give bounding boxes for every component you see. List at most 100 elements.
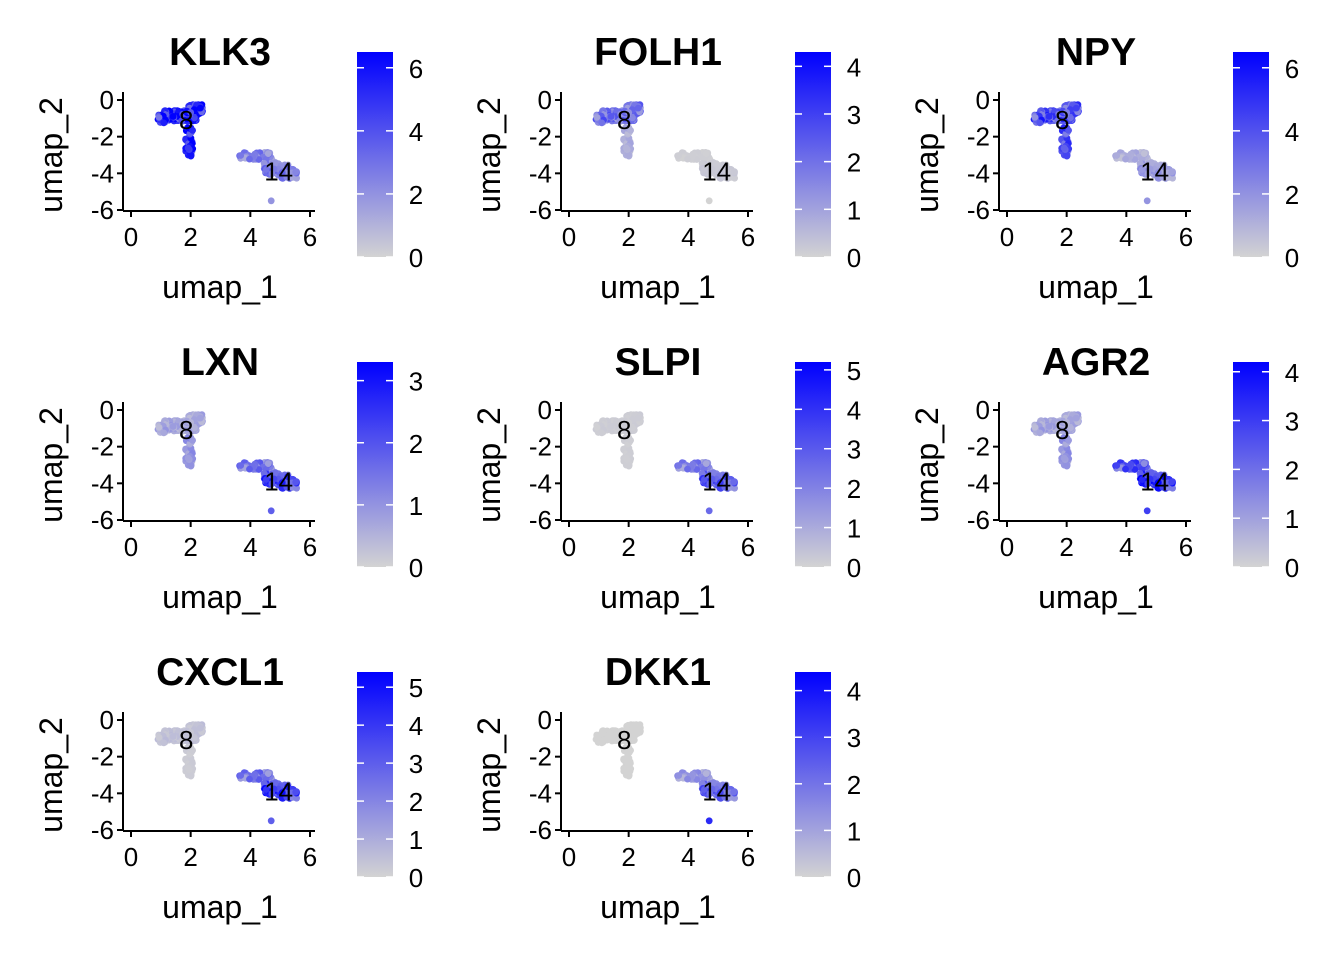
cell-point <box>730 168 738 176</box>
cell-point <box>184 144 192 152</box>
chart-svg: CXCL1 0 2 4 6 0 -2 -4 -6 umap_1 umap_2 8 14 0 1 2 3 4 5 <box>33 651 423 925</box>
cell-point <box>178 427 186 435</box>
colorbar-tick-label: 0 <box>847 863 861 893</box>
y-tick-label: -6 <box>967 195 990 225</box>
cell-point <box>196 414 204 422</box>
colorbar-tick-label: 2 <box>409 180 423 210</box>
cell-point <box>616 117 624 125</box>
cell-point <box>1169 484 1176 492</box>
cell-point <box>1063 109 1071 116</box>
cell-point <box>1140 150 1148 158</box>
cell-point <box>705 197 713 205</box>
cell-point <box>1031 114 1039 121</box>
cell-point <box>187 419 195 426</box>
cluster-label: 14 <box>702 157 731 187</box>
cell-point <box>292 168 300 176</box>
cluster-label: 8 <box>617 105 631 135</box>
cell-point <box>293 484 300 492</box>
cell-point <box>283 793 291 801</box>
colorbar-tick-label: 2 <box>1285 455 1299 485</box>
y-tick-label: -4 <box>967 158 990 188</box>
cell-point <box>189 437 197 444</box>
cell-point <box>675 152 683 159</box>
x-tick-label: 6 <box>1179 222 1193 252</box>
cell-point <box>169 733 177 740</box>
scatter-points <box>592 411 738 515</box>
x-tick-label: 6 <box>741 842 755 872</box>
colorbar <box>1233 52 1269 257</box>
y-tick-label: -2 <box>91 742 114 772</box>
cell-point <box>1072 104 1080 112</box>
colorbar-tick-label: 3 <box>847 100 861 130</box>
cell-point <box>1140 460 1148 467</box>
colorbar-tick-label: 1 <box>409 825 423 855</box>
cell-point <box>1159 483 1167 491</box>
colorbar-tick-label: 0 <box>1285 553 1299 583</box>
cell-point <box>598 739 606 747</box>
x-tick-label: 2 <box>1059 222 1073 252</box>
colorbar-tick-label: 2 <box>409 787 423 817</box>
colorbar <box>795 672 831 877</box>
chart-svg: SLPI 0 2 4 6 0 -2 -4 -6 umap_1 umap_2 8 14 0 1 2 3 4 5 <box>471 341 861 615</box>
cell-point <box>196 104 204 112</box>
cluster-label: 14 <box>1140 467 1169 497</box>
cell-point <box>730 788 738 796</box>
colorbar-tick-label: 0 <box>847 553 861 583</box>
cell-point <box>675 772 683 779</box>
colorbar <box>795 362 831 567</box>
cluster-label: 8 <box>1055 415 1069 445</box>
x-axis-label: umap_1 <box>162 269 278 305</box>
chart-title: FOLH1 <box>594 31 722 74</box>
chart-title: KLK3 <box>169 31 271 74</box>
cell-point <box>264 150 272 158</box>
cell-point <box>160 429 168 437</box>
colorbar-tick-label: 1 <box>847 816 861 846</box>
cell-point <box>262 786 270 793</box>
cell-point <box>271 779 279 787</box>
chart-title: SLPI <box>615 341 702 384</box>
cell-point <box>293 174 300 182</box>
cell-point <box>622 764 630 772</box>
cell-point <box>716 479 724 487</box>
x-tick-label: 4 <box>243 222 257 252</box>
cell-point <box>1136 159 1144 167</box>
y-tick-label: -4 <box>529 158 552 188</box>
x-tick-label: 4 <box>243 842 257 872</box>
x-tick-label: 2 <box>621 222 635 252</box>
colorbar-tick-label: 4 <box>409 117 423 147</box>
cell-point <box>187 109 195 116</box>
cell-point <box>1113 462 1121 469</box>
cell-point <box>709 159 717 167</box>
cell-point <box>730 478 738 486</box>
y-tick-label: -2 <box>967 122 990 152</box>
cell-point <box>1154 174 1162 182</box>
y-axis-label: umap_2 <box>909 407 945 523</box>
panel-lxn: LXN 0 2 4 6 0 -2 -4 -6 umap_1 umap_2 8 14 0 1 2 3 <box>0 310 440 620</box>
chart-title: DKK1 <box>605 651 711 694</box>
cell-point <box>246 775 253 783</box>
x-tick-label: 6 <box>303 532 317 562</box>
cell-point <box>292 478 300 486</box>
cell-point <box>1154 169 1162 177</box>
x-tick-label: 0 <box>124 532 138 562</box>
cell-point <box>593 424 601 431</box>
y-tick-label: 0 <box>100 85 114 115</box>
y-tick-label: -4 <box>967 468 990 498</box>
cell-point <box>709 779 717 787</box>
cell-point <box>1113 152 1121 159</box>
cell-point <box>278 169 286 177</box>
cluster-label: 8 <box>179 725 193 755</box>
y-tick-label: -6 <box>529 505 552 535</box>
x-tick-label: 0 <box>562 532 576 562</box>
x-tick-label: 2 <box>183 532 197 562</box>
y-axis-label: umap_2 <box>33 407 69 523</box>
cell-point <box>267 507 275 515</box>
cell-point <box>255 466 263 473</box>
y-axis-label: umap_2 <box>33 97 69 213</box>
cluster-label: 8 <box>179 415 193 445</box>
cell-point <box>1054 427 1062 435</box>
cell-point <box>1065 126 1072 134</box>
cell-point <box>169 113 177 120</box>
cell-point <box>1143 197 1151 205</box>
